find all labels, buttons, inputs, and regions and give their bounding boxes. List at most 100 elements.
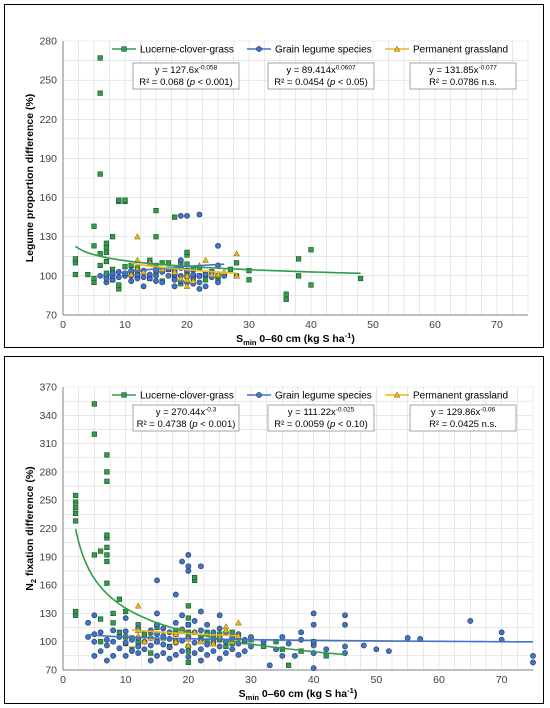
equation-box bbox=[267, 404, 375, 432]
data-point-circle bbox=[146, 271, 153, 278]
x-tick-label: 10 bbox=[120, 674, 132, 686]
data-point-square bbox=[110, 234, 116, 240]
data-point-circle bbox=[197, 646, 204, 653]
data-point-triangle bbox=[141, 638, 148, 645]
data-point-triangle bbox=[177, 274, 185, 282]
data-point-circle bbox=[404, 635, 411, 641]
p-value: < 0.10) bbox=[335, 419, 367, 430]
data-point-square bbox=[246, 277, 252, 283]
y-tick-label: 220 bbox=[39, 114, 57, 126]
y-tick-label: 130 bbox=[39, 231, 57, 243]
data-point-circle bbox=[154, 652, 160, 659]
legend-label: Permanent grassland bbox=[413, 391, 508, 402]
r-squared-value: R² = 0.4738 ( bbox=[137, 419, 194, 430]
x-tick-label: 0 bbox=[60, 319, 66, 331]
data-point-square bbox=[246, 268, 252, 274]
equation-text: y = 127.6x-0.058 bbox=[155, 65, 218, 77]
data-point-triangle bbox=[134, 233, 141, 240]
equation-base: y = 127.6x bbox=[155, 65, 199, 76]
y-tick-label: 100 bbox=[39, 636, 57, 648]
data-point-square bbox=[104, 552, 110, 558]
y-tick-label: 370 bbox=[39, 382, 57, 394]
p-symbol: p bbox=[329, 77, 335, 88]
data-point-square bbox=[91, 552, 97, 558]
data-point-square bbox=[98, 548, 104, 554]
data-point-square bbox=[323, 653, 329, 659]
data-point-square bbox=[283, 291, 289, 297]
data-point-square bbox=[172, 214, 178, 220]
y-tick-label: 70 bbox=[45, 310, 57, 322]
legend-marker bbox=[256, 46, 262, 52]
data-point-square bbox=[110, 610, 116, 617]
data-point-square bbox=[97, 55, 103, 61]
y-tick-label: 340 bbox=[39, 410, 57, 422]
data-point-circle bbox=[122, 639, 129, 646]
data-point-circle bbox=[147, 657, 154, 664]
data-point-circle bbox=[185, 563, 192, 570]
data-point-square bbox=[72, 510, 79, 517]
data-point-circle bbox=[196, 286, 203, 292]
data-point-circle bbox=[140, 274, 147, 281]
data-point-circle bbox=[202, 271, 209, 278]
data-point-circle bbox=[385, 648, 392, 655]
equation-exponent: -0.025 bbox=[336, 407, 355, 414]
data-point-circle bbox=[342, 643, 348, 650]
data-point-circle bbox=[147, 642, 154, 649]
data-point-square bbox=[234, 260, 240, 266]
fit-curve bbox=[74, 528, 346, 656]
data-point-circle bbox=[298, 629, 305, 636]
data-point-circle bbox=[110, 638, 117, 645]
data-point-circle bbox=[153, 272, 159, 279]
x-tick-label: 50 bbox=[367, 319, 379, 331]
data-point-circle bbox=[179, 648, 185, 655]
equation-base: y = 129.86x bbox=[431, 407, 481, 418]
data-point-circle bbox=[166, 644, 173, 651]
data-point-square bbox=[185, 648, 191, 654]
x-axis-label-main: S bbox=[236, 333, 243, 345]
data-point-circle bbox=[110, 627, 117, 634]
data-point-triangle bbox=[172, 638, 180, 645]
data-point-triangle bbox=[183, 272, 191, 279]
data-point-circle bbox=[216, 643, 223, 650]
data-point-triangle bbox=[210, 640, 217, 647]
data-point-square bbox=[103, 240, 109, 246]
data-point-circle bbox=[154, 610, 160, 617]
data-point-circle bbox=[204, 652, 211, 658]
data-point-triangle bbox=[208, 271, 216, 278]
data-point-circle bbox=[191, 618, 198, 624]
data-point-square bbox=[104, 544, 110, 550]
data-point-circle bbox=[185, 552, 192, 558]
data-point-square bbox=[91, 223, 97, 229]
data-point-square bbox=[153, 262, 159, 269]
p-symbol: p bbox=[329, 419, 335, 430]
data-point-circle bbox=[323, 646, 330, 653]
data-point-circle bbox=[310, 665, 317, 672]
data-point-circle bbox=[530, 659, 536, 666]
y-tick-label: 160 bbox=[39, 192, 57, 204]
data-point-circle bbox=[310, 621, 317, 628]
x-tick-label: 30 bbox=[243, 319, 255, 331]
data-point-square bbox=[122, 197, 128, 203]
data-point-square bbox=[91, 401, 97, 407]
data-point-square bbox=[285, 662, 292, 668]
data-point-square bbox=[104, 452, 110, 458]
x-tick-label: 60 bbox=[433, 674, 445, 686]
data-point-triangle bbox=[235, 619, 242, 626]
data-point-circle bbox=[498, 629, 505, 636]
data-point-square bbox=[153, 234, 159, 240]
data-point-circle bbox=[179, 558, 185, 565]
data-point-square bbox=[357, 275, 364, 282]
y-axis-label-subscript: 2 bbox=[29, 579, 38, 583]
data-point-circle bbox=[235, 652, 242, 658]
data-point-square bbox=[91, 431, 97, 437]
fit-curve bbox=[100, 263, 225, 278]
x-tick-label: 70 bbox=[496, 674, 508, 686]
equation-text: y = 270.44x-0.3 bbox=[156, 407, 217, 419]
data-point-triangle bbox=[214, 271, 222, 278]
data-point-circle bbox=[266, 662, 273, 669]
x-tick-label: 20 bbox=[182, 674, 194, 686]
data-point-square bbox=[192, 574, 198, 581]
fit-curve bbox=[131, 262, 237, 275]
data-point-circle bbox=[196, 272, 203, 279]
data-point-triangle bbox=[183, 282, 191, 289]
